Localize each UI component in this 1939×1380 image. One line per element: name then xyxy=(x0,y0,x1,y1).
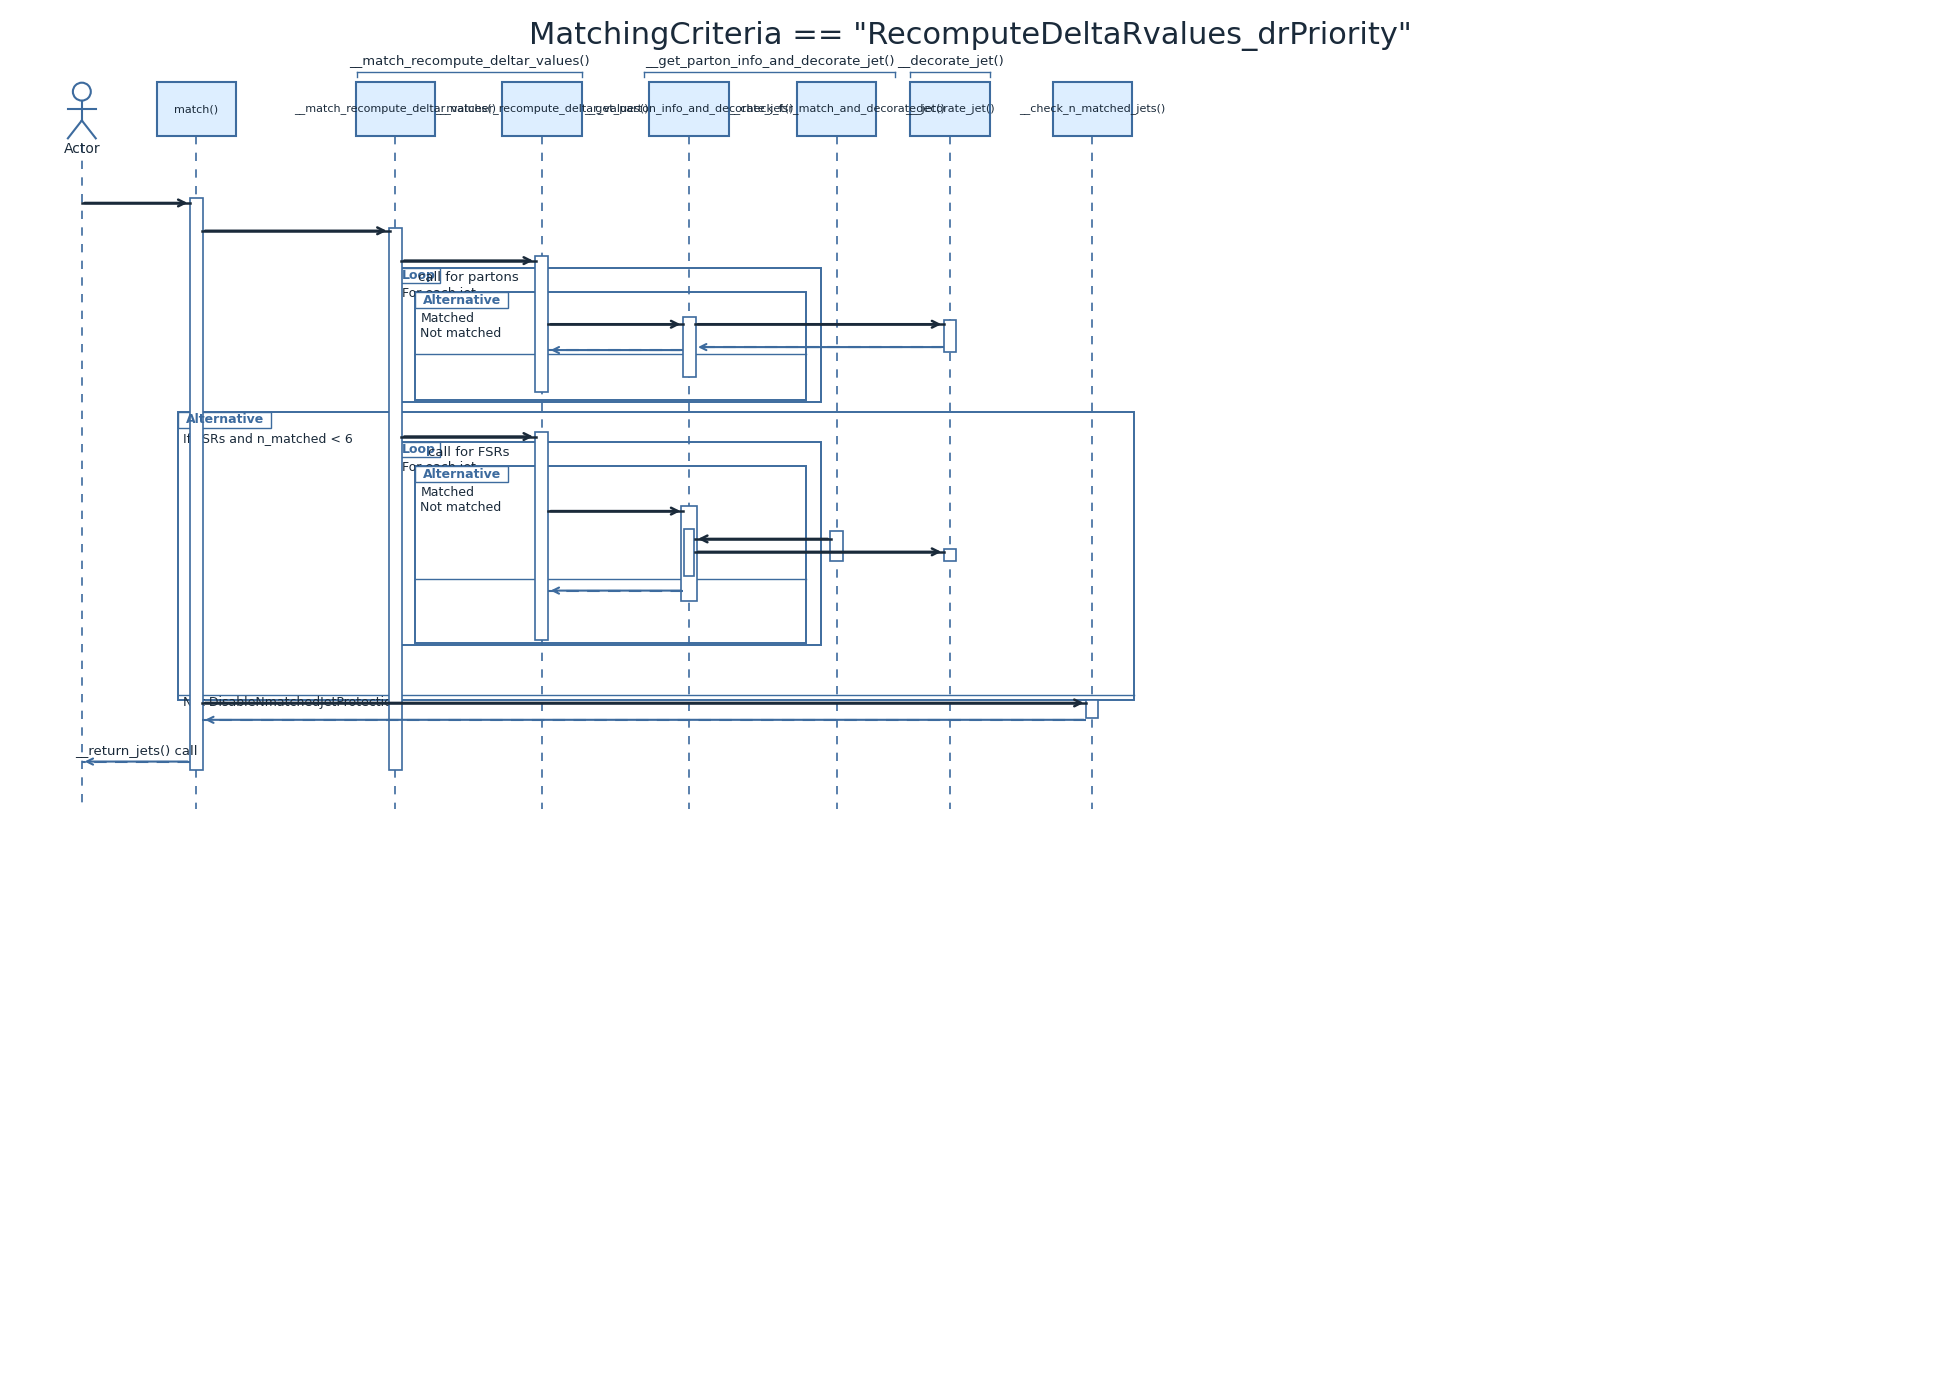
Bar xyxy=(681,506,696,600)
Text: Matched: Matched xyxy=(421,486,475,500)
Bar xyxy=(415,466,805,643)
Bar xyxy=(944,549,956,560)
Text: call for partons: call for partons xyxy=(419,270,520,283)
Bar xyxy=(415,293,508,308)
Bar xyxy=(797,81,876,137)
Text: Alternative: Alternative xyxy=(423,294,500,306)
Text: __return_jets() call: __return_jets() call xyxy=(76,745,198,758)
Bar xyxy=(1086,700,1097,718)
Text: __check_fsr_match_and_decorate_jet(): __check_fsr_match_and_decorate_jet() xyxy=(729,104,944,115)
Bar xyxy=(650,81,729,137)
Text: Alternative: Alternative xyxy=(186,413,264,426)
Text: Matched: Matched xyxy=(421,312,475,326)
Bar xyxy=(415,466,508,482)
Text: For each jet: For each jet xyxy=(401,461,477,475)
Text: If FSRs and n_matched < 6: If FSRs and n_matched < 6 xyxy=(184,432,353,444)
Text: For each jet: For each jet xyxy=(401,287,477,301)
Bar xyxy=(909,81,989,137)
Bar xyxy=(397,442,440,457)
Text: __get_parton_info_and_decorate_jet(): __get_parton_info_and_decorate_jet() xyxy=(584,104,793,115)
Text: match(): match() xyxy=(175,104,219,115)
Bar xyxy=(390,228,401,770)
Bar xyxy=(535,432,549,640)
Text: Not matched: Not matched xyxy=(421,501,502,515)
Text: Not DisableNmatchedJetProtection: Not DisableNmatchedJetProtection xyxy=(184,696,399,709)
Text: call for FSRs: call for FSRs xyxy=(429,447,510,460)
Bar xyxy=(830,531,843,560)
Bar xyxy=(415,293,805,400)
Text: __check_n_matched_jets(): __check_n_matched_jets() xyxy=(1018,104,1165,115)
Bar xyxy=(178,411,1134,700)
Text: __decorate_jet(): __decorate_jet() xyxy=(896,55,1002,68)
Text: __match_recompute_deltar_values(): __match_recompute_deltar_values() xyxy=(349,55,589,68)
Text: Not matched: Not matched xyxy=(421,327,502,341)
Text: __get_parton_info_and_decorate_jet(): __get_parton_info_and_decorate_jet() xyxy=(646,55,894,68)
Bar xyxy=(397,268,820,402)
Bar xyxy=(502,81,582,137)
Bar xyxy=(355,81,434,137)
Bar xyxy=(535,255,549,392)
Text: __matcher_recompute_deltar_values(): __matcher_recompute_deltar_values() xyxy=(434,104,648,115)
Bar xyxy=(1053,81,1132,137)
Bar xyxy=(397,442,820,646)
Bar xyxy=(944,320,956,352)
Text: Actor: Actor xyxy=(64,142,101,156)
Bar xyxy=(684,529,694,575)
Text: Alternative: Alternative xyxy=(423,468,500,480)
Text: MatchingCriteria == "RecomputeDeltaRvalues_drPriority": MatchingCriteria == "RecomputeDeltaRvalu… xyxy=(527,21,1412,51)
Bar xyxy=(397,268,440,283)
Bar xyxy=(157,81,237,137)
Bar xyxy=(178,411,271,428)
Text: __decorate_jet(): __decorate_jet() xyxy=(906,104,995,115)
Text: Loop: Loop xyxy=(401,443,436,455)
Bar xyxy=(190,197,204,770)
Bar xyxy=(683,317,696,377)
Text: __match_recompute_deltar_values(): __match_recompute_deltar_values() xyxy=(295,104,496,115)
Text: Loop: Loop xyxy=(401,269,436,282)
